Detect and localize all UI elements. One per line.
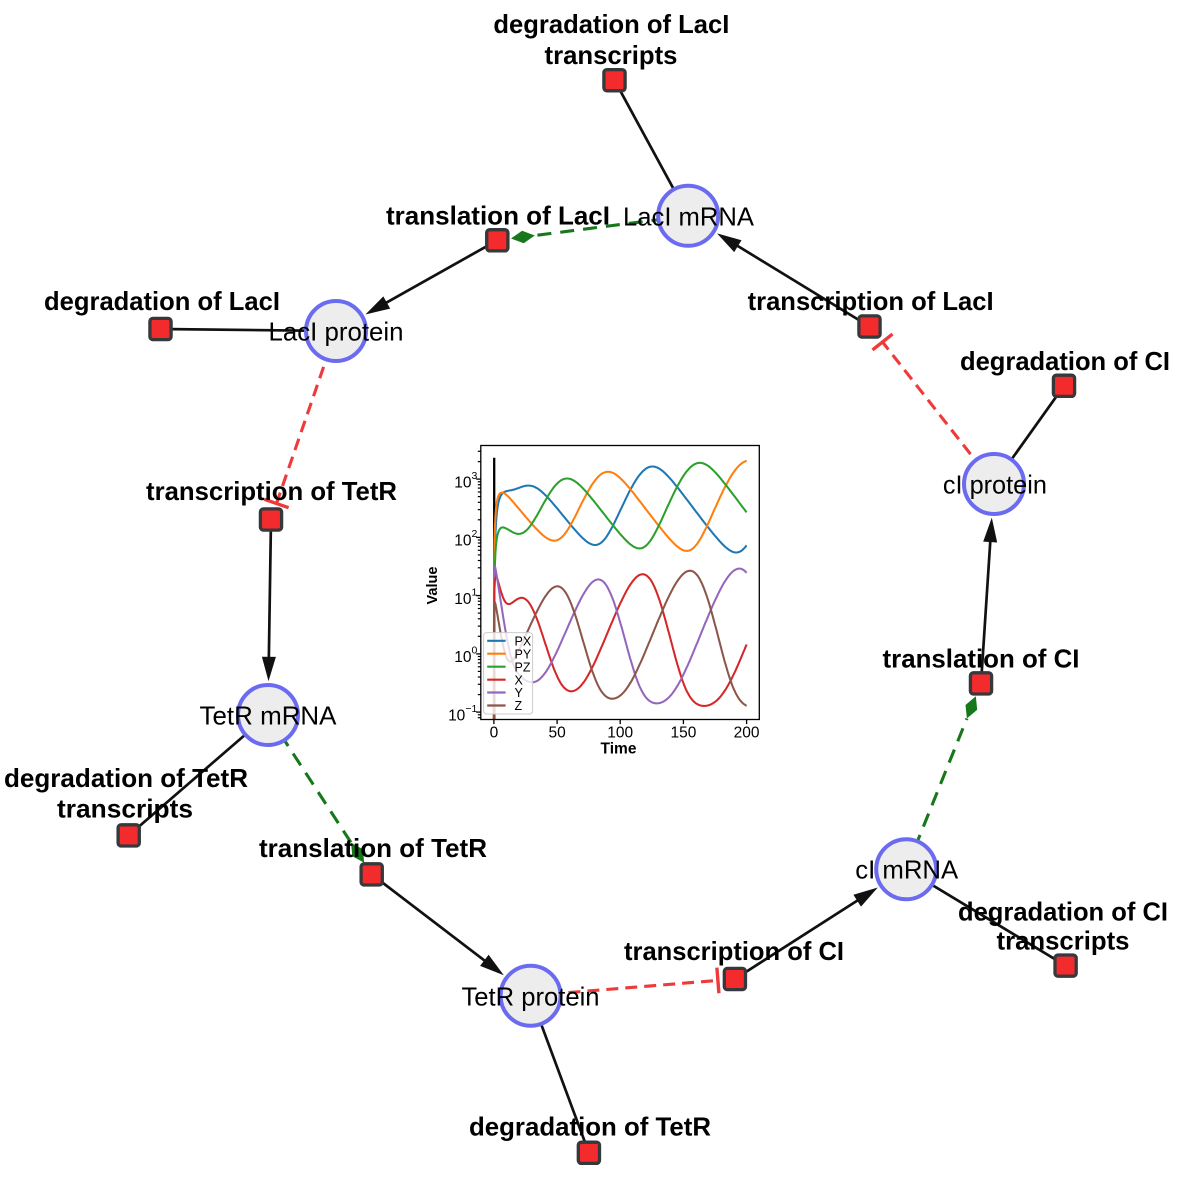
svg-text:Y: Y: [515, 686, 524, 700]
svg-text:Time: Time: [601, 741, 637, 758]
svg-text:transcription of LacI: transcription of LacI: [748, 286, 994, 316]
svg-text:translation of CI: translation of CI: [883, 644, 1080, 674]
svg-text:degradation of LacI: degradation of LacI: [44, 286, 280, 316]
svg-text:PZ: PZ: [515, 660, 531, 674]
svg-text:PX: PX: [515, 634, 532, 648]
svg-text:TetR protein: TetR protein: [462, 981, 600, 1011]
svg-text:LacI protein: LacI protein: [269, 317, 404, 347]
svg-text:translation of TetR: translation of TetR: [259, 833, 487, 863]
svg-text:degradation of CI: degradation of CI: [958, 897, 1168, 927]
svg-text:degradation of TetR: degradation of TetR: [4, 763, 248, 793]
svg-text:transcripts: transcripts: [997, 925, 1130, 955]
svg-text:transcripts: transcripts: [545, 40, 678, 70]
svg-text:degradation of CI: degradation of CI: [960, 346, 1170, 376]
svg-text:transcripts: transcripts: [57, 794, 193, 824]
svg-text:LacI mRNA: LacI mRNA: [623, 202, 755, 232]
svg-text:cI protein: cI protein: [943, 469, 1047, 499]
svg-text:0: 0: [490, 724, 499, 741]
svg-text:X: X: [515, 673, 524, 687]
svg-text:transcription of TetR: transcription of TetR: [146, 476, 397, 506]
svg-text:degradation of LacI: degradation of LacI: [493, 9, 729, 39]
svg-text:Value: Value: [425, 567, 441, 605]
svg-text:TetR mRNA: TetR mRNA: [200, 701, 338, 731]
svg-text:50: 50: [548, 724, 566, 741]
svg-text:100: 100: [607, 724, 633, 741]
svg-text:Z: Z: [515, 699, 523, 713]
svg-text:degradation of TetR: degradation of TetR: [469, 1112, 711, 1142]
svg-text:translation of LacI: translation of LacI: [386, 200, 610, 230]
svg-text:cI mRNA: cI mRNA: [855, 855, 959, 885]
svg-text:PY: PY: [515, 647, 532, 661]
svg-text:200: 200: [734, 724, 760, 741]
svg-text:150: 150: [670, 724, 696, 741]
svg-text:transcription of CI: transcription of CI: [624, 936, 844, 966]
